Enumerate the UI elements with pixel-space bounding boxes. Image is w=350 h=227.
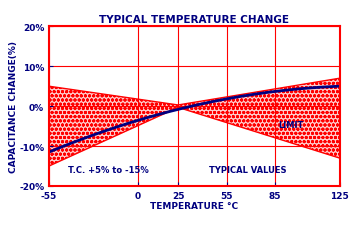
Text: LIMIT: LIMIT	[278, 120, 304, 129]
Title: TYPICAL TEMPERATURE CHANGE: TYPICAL TEMPERATURE CHANGE	[99, 15, 289, 25]
Y-axis label: CAPACITANCE CHANGE(%): CAPACITANCE CHANGE(%)	[9, 41, 18, 172]
Text: TYPICAL VALUES: TYPICAL VALUES	[209, 166, 286, 175]
X-axis label: TEMPERATURE °C: TEMPERATURE °C	[150, 201, 238, 210]
Text: T.C. +5% to -15%: T.C. +5% to -15%	[68, 166, 149, 175]
